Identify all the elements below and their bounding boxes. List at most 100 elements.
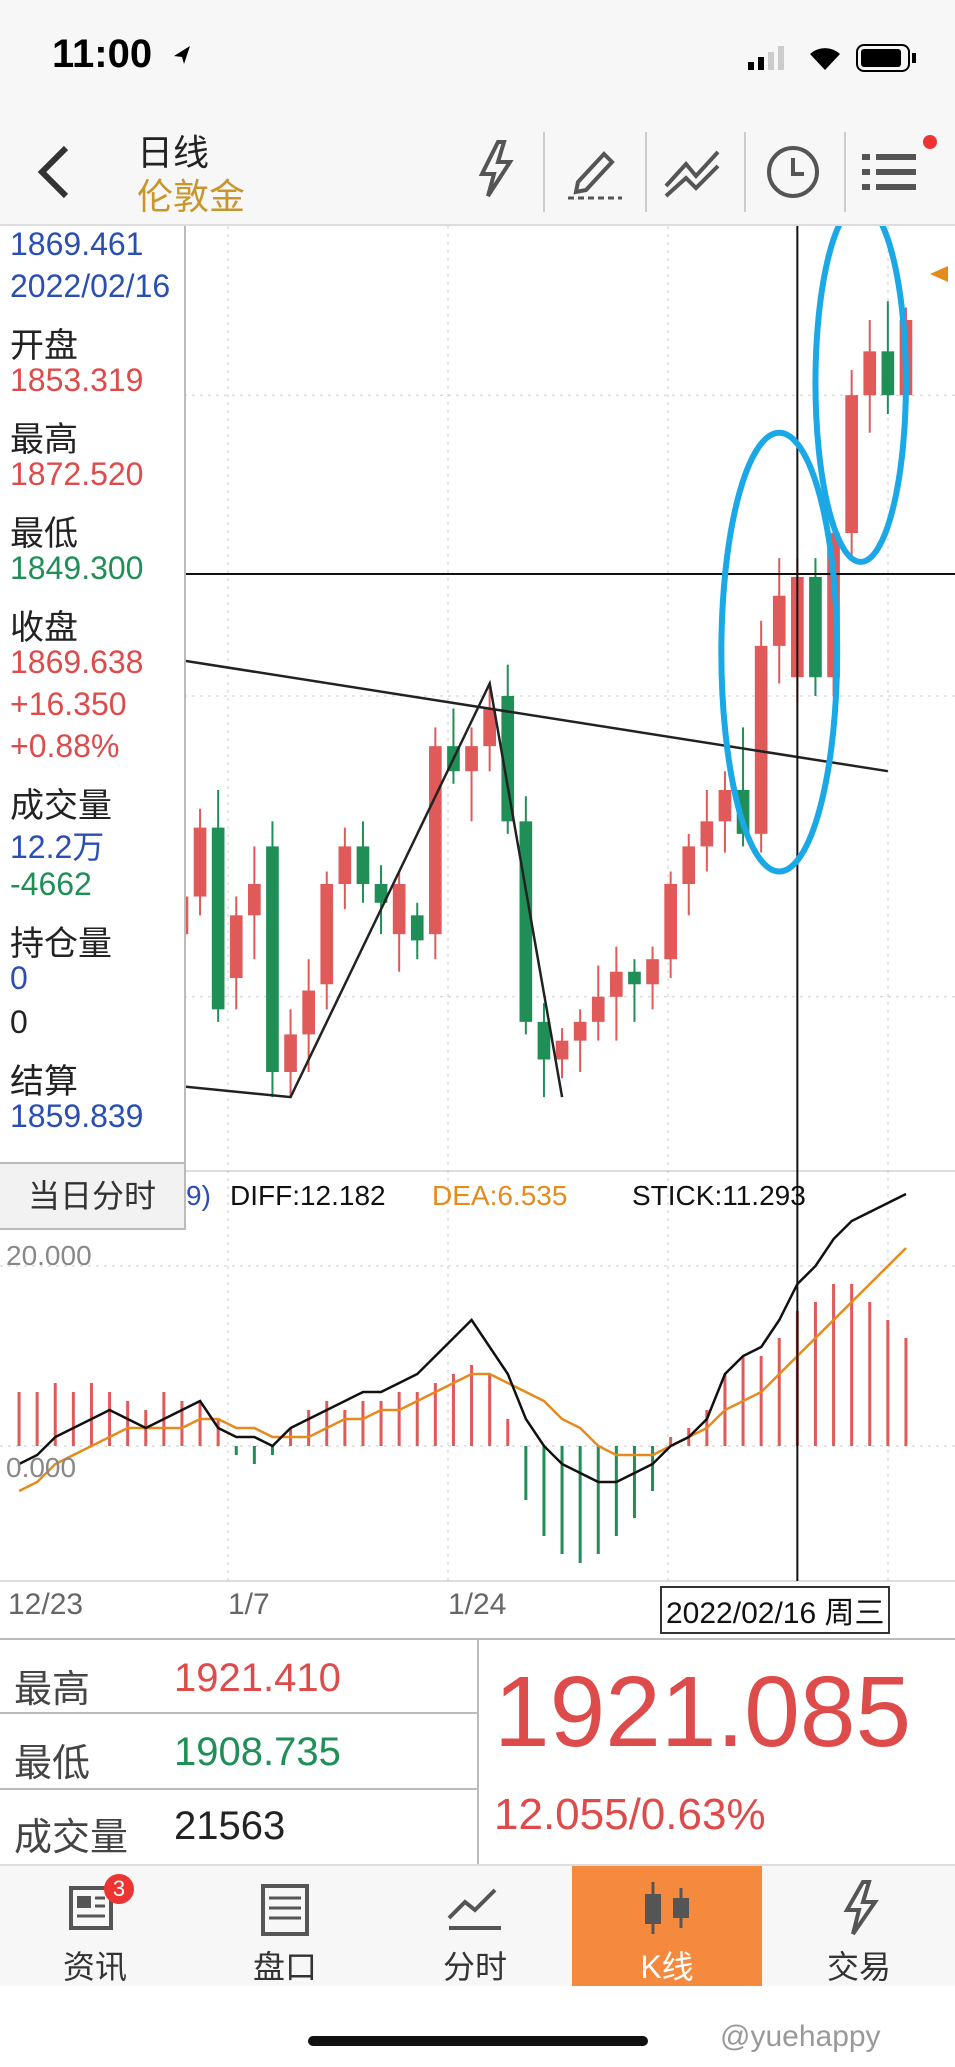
candle-body — [483, 708, 496, 747]
open-value: 1853.319 — [10, 362, 144, 398]
tab-label: 资讯 — [62, 1949, 127, 1985]
info-panel: 1869.461 2022/02/16 开盘 1853.319 最高 1872.… — [0, 226, 186, 1228]
back-button[interactable] — [34, 142, 74, 210]
candle-body — [700, 821, 714, 847]
status-bar: 11:00 — [0, 0, 955, 120]
orderbook-icon — [261, 1884, 309, 1936]
candle-body — [718, 790, 732, 822]
candle-body — [628, 971, 641, 985]
chevron-left-icon — [37, 145, 69, 199]
candle-body — [356, 846, 370, 884]
quote-stats — [0, 1638, 955, 1864]
volume-value: 12.2万 — [10, 829, 105, 865]
open-interest-value: 0 — [10, 960, 28, 996]
tab-trade[interactable]: 交易 — [764, 1866, 954, 1986]
macd-dea-line — [18, 1247, 907, 1493]
tab-label: K线 — [640, 1949, 694, 1985]
stat-high-value: 1921.410 — [174, 1656, 341, 1700]
tab-kline[interactable]: K线 — [572, 1866, 762, 1986]
candle-body — [591, 996, 605, 1022]
stat-volume-value: 21563 — [174, 1804, 286, 1848]
tab-orderbook[interactable]: 盘口 — [190, 1866, 380, 1986]
flash-button[interactable] — [460, 134, 530, 204]
candle-body — [501, 696, 515, 822]
wifi-icon — [810, 48, 840, 70]
close-value: 1869.638 — [10, 644, 144, 680]
settle-label: 结算 — [10, 1063, 78, 1101]
last-price: 1921.085 — [494, 1656, 912, 1768]
signal-icon — [748, 46, 784, 70]
high-value: 1872.520 — [10, 456, 144, 492]
stat-low-value: 1908.735 — [174, 1730, 341, 1774]
low-label: 最低 — [10, 515, 78, 553]
candle-body — [809, 576, 822, 678]
tab-label: 交易 — [826, 1949, 891, 1985]
candle-body — [555, 1040, 569, 1060]
macd-diff-label: DIFF:12.182 — [230, 1180, 386, 1211]
clock-icon — [767, 146, 819, 198]
last-price-marker — [930, 266, 948, 282]
tab-news[interactable]: 3 资讯 — [0, 1866, 190, 1986]
news-icon — [69, 1886, 113, 1930]
menu-button[interactable] — [858, 134, 937, 204]
draw-button[interactable] — [560, 134, 630, 204]
line-chart-icon — [664, 150, 720, 198]
candle-body — [664, 884, 677, 960]
low-value: 1849.300 — [10, 550, 144, 586]
candle-body — [320, 884, 334, 985]
tab-label: 分时 — [442, 1949, 507, 1985]
candle-body — [881, 351, 895, 396]
x-tick-label: 1/7 — [228, 1588, 270, 1621]
open-label: 开盘 — [10, 327, 78, 365]
divider — [477, 1640, 479, 1864]
period-button[interactable] — [758, 134, 828, 204]
settle-value: 1859.839 — [10, 1098, 144, 1134]
battery-icon — [856, 44, 916, 72]
candle-body — [392, 884, 406, 935]
intraday-day-button[interactable]: 当日分时 — [0, 1162, 186, 1230]
tab-intraday[interactable]: 分时 — [380, 1866, 570, 1986]
page-title: 日线 — [137, 132, 210, 173]
candle-body — [229, 915, 243, 978]
indicator-button[interactable] — [658, 134, 728, 204]
home-indicator — [308, 2036, 648, 2046]
high-label: 最高 — [10, 421, 78, 459]
tab-label: 盘口 — [252, 1949, 317, 1985]
macd-param-label: 9) — [186, 1180, 211, 1211]
open-interest-label: 持仓量 — [10, 925, 112, 963]
separator — [844, 132, 846, 212]
lightning-icon — [843, 1880, 879, 1936]
candle-body — [537, 1021, 551, 1060]
watermark: @yuehappy — [720, 2020, 881, 2053]
candle-body — [646, 959, 659, 985]
header-bar: 日线 伦敦金 — [0, 120, 955, 226]
crosshair-date-label: 2022/02/16 周三 — [660, 1586, 891, 1634]
price-change: 12.055/0.63% — [494, 1790, 766, 1839]
candle-body — [845, 395, 858, 534]
volume-change-value: -4662 — [10, 866, 92, 902]
status-time: 11:00 — [52, 32, 153, 76]
candle-body — [211, 827, 225, 1010]
volume-label: 成交量 — [10, 787, 112, 825]
change-value: +16.350 — [10, 686, 127, 722]
macd-stick-label: STICK:11.293 — [632, 1180, 806, 1211]
candle-body — [410, 915, 424, 941]
annotation-circle — [812, 226, 909, 565]
candle-body — [754, 645, 768, 834]
location-arrow-icon — [174, 46, 190, 64]
candle-body — [573, 1021, 587, 1041]
macd-top-value: 20.000 — [6, 1240, 92, 1271]
separator — [645, 132, 647, 212]
divider — [0, 1788, 478, 1790]
candle-body — [248, 884, 261, 916]
close-label: 收盘 — [10, 609, 78, 647]
instrument-name: 伦敦金 — [137, 176, 246, 217]
crosshair-date: 2022/02/16 — [10, 268, 171, 304]
candle-body — [338, 846, 352, 884]
news-badge: 3 — [104, 1874, 134, 1904]
x-tick-label: 12/23 — [8, 1588, 84, 1621]
stat-low-label: 最低 — [14, 1743, 91, 1785]
candle-body — [465, 746, 478, 772]
annotation-circle — [718, 429, 841, 875]
candle-body — [193, 827, 207, 897]
